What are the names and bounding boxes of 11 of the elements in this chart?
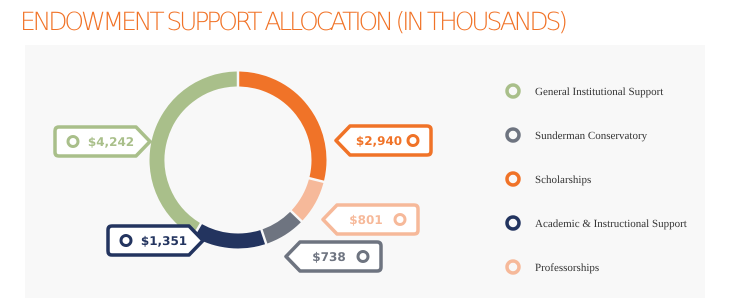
data-label: $738 [312,250,346,264]
data-label: $801 [349,213,383,227]
legend-label: Professorships [535,262,600,274]
data-label: $4,242 [88,135,134,149]
data-label: $1,351 [140,234,188,248]
data-label: $2,940 [356,134,402,148]
chart-title: ENDOWMENT SUPPORT ALLOCATION (IN THOUSANDS) [20,7,568,36]
legend-label: Academic & Instructional Support [535,218,687,230]
legend-label: Sunderman Conservatory [535,130,648,142]
legend-label: General Institutional Support [535,86,664,98]
legend-label: Scholarships [535,174,592,186]
